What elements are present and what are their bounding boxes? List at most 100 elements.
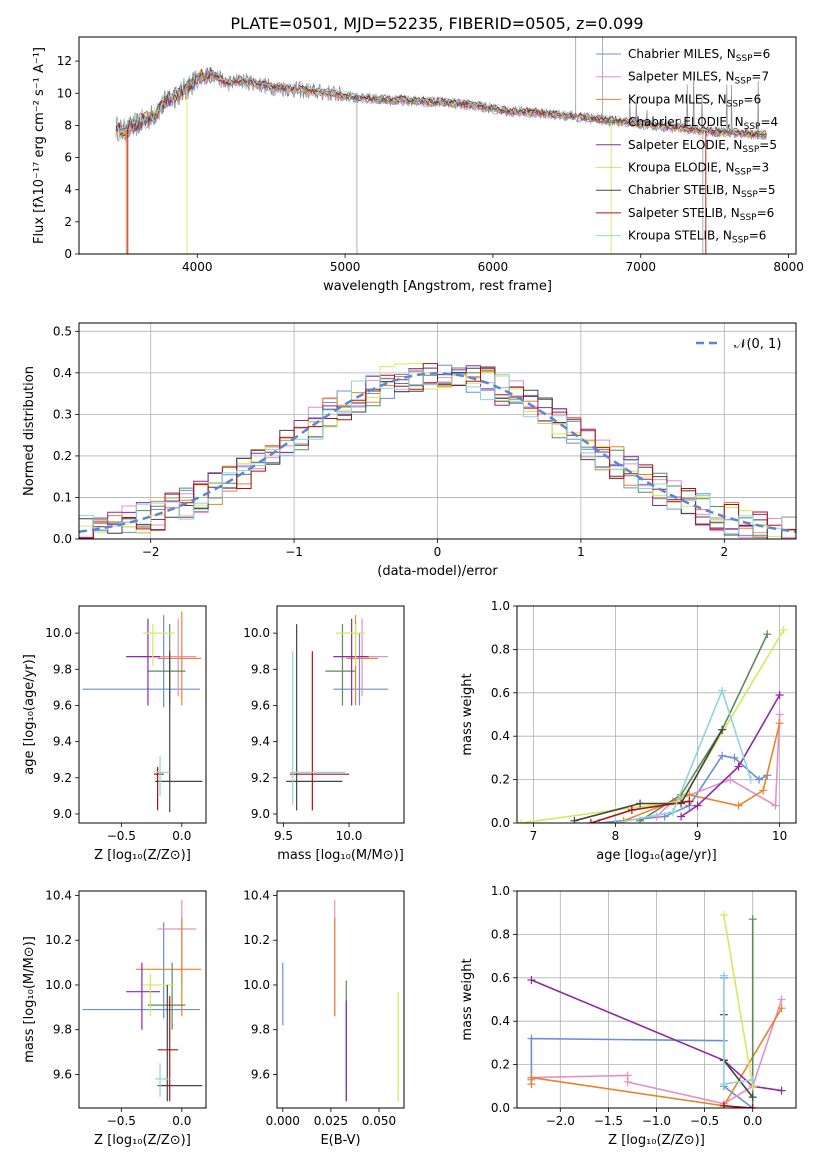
model-spectrum-line [115, 69, 767, 139]
x-tick-label: 7 [530, 829, 538, 843]
axes-frame [78, 890, 207, 1109]
y-tick-label: 9.6 [251, 1067, 270, 1081]
weight-marker [586, 819, 595, 823]
weight-marker [775, 710, 784, 719]
x-tick-label: −0.5 [690, 1114, 719, 1128]
x-axis-label: wavelength [Angstrom, rest frame] [323, 279, 552, 294]
x-tick-label: 5000 [330, 260, 361, 274]
x-tick-label: 8000 [773, 260, 804, 274]
weight-marker [755, 775, 764, 784]
x-axis-label: Z [log₁₀(Z/Z⊙)] [608, 1133, 705, 1148]
y-axis-label: mass [log₁₀(M/M⊙)] [22, 936, 37, 1063]
y-tick-label: 9.0 [53, 807, 72, 821]
weight-marker [777, 1004, 786, 1013]
weight-marker [636, 799, 645, 808]
legend-entry-count: =6 [753, 47, 771, 61]
axes-mass_vs_ebv: 0.000 0.025 0.050 9.6 9.8 10.0 10.2 10.4 E(B-V) [243, 888, 405, 1148]
x-tick-label: −1.5 [594, 1114, 623, 1128]
weight-marker [763, 630, 772, 639]
y-tick-label: 9.8 [53, 662, 72, 676]
y-tick-label: 0 [64, 247, 72, 261]
x-tick-label: 4000 [182, 260, 213, 274]
weight-marker [517, 819, 526, 823]
y-tick-label: 0.8 [491, 927, 510, 941]
legend-entry-name: Salpeter MILES, N [628, 70, 735, 84]
y-tick-label: 0.8 [491, 642, 510, 656]
weight-marker [693, 801, 702, 810]
axes-frame [516, 605, 797, 824]
y-axis-label: age [log₁₀(age/yr)] [22, 654, 37, 775]
axes-age_vs_mass: 9.5 10.0 9.0 9.2 9.4 9.6 9.8 10.0 mass [log₁₀(M/… [243, 605, 405, 863]
y-tick-label: 4 [64, 183, 72, 197]
axes-weight_vs_Z: −2.0 −1.5 −1.0 −0.5 0.0 0.0 0.2 0.4 0.6 0.8 1.0 Z [… [460, 884, 797, 1148]
weight-marker [777, 995, 786, 1004]
errorbars [82, 899, 203, 1102]
axes-frame [276, 605, 405, 824]
weight-marker [685, 797, 694, 806]
y-tick-label: 9.6 [251, 698, 270, 712]
weight-marker [726, 775, 735, 784]
histogram-series [79, 369, 796, 535]
weight-marker [527, 975, 536, 984]
legend-entry-count: =5 [758, 183, 776, 197]
legend-entry-count: =5 [759, 138, 777, 152]
errorbars [282, 899, 399, 1102]
y-tick-label: 0.4 [491, 1014, 510, 1028]
model-spectrum-line [115, 68, 767, 137]
errorbars [286, 615, 389, 811]
legend-entry-sub: SSP [742, 145, 759, 155]
x-tick-label: 0.000 [266, 1114, 300, 1128]
weight-marker [719, 1101, 728, 1108]
weight-line [531, 999, 783, 1105]
spectrum-lines [115, 37, 767, 254]
axes-mass_vs_Z: −0.5 0.0 9.6 9.8 10.0 10.2 10.4 Z [log₁₀(Z/Z⊙)]… [22, 888, 207, 1148]
legend-entry-sub: SSP [732, 236, 749, 246]
legend-entry-name: Kroupa STELIB, N [628, 229, 732, 243]
weight-line [615, 688, 752, 823]
axes-frame [78, 605, 207, 824]
legend-entry: Kroupa MILES, NSSP=6 [628, 92, 761, 109]
legend-entry-name: Chabrier ELODIE, N [628, 115, 744, 129]
legend-entry: 𝒩(0, 1) [734, 337, 781, 352]
weight-marker [718, 751, 727, 760]
y-axis-label: Normed distribution [22, 366, 37, 496]
y-tick-label: 10.0 [243, 626, 270, 640]
weight-line [639, 633, 769, 822]
x-tick-label: 9 [694, 829, 702, 843]
weight-marker [668, 808, 677, 817]
legend-entry: Kroupa STELIB, NSSP=6 [628, 229, 766, 246]
x-tick-label: −0.5 [107, 1114, 136, 1128]
x-tick-label: 0.0 [172, 829, 191, 843]
y-tick-label: 1.0 [491, 599, 510, 613]
y-tick-label: 0.4 [491, 729, 510, 743]
legend-entry-name: Chabrier STELIB, N [628, 183, 741, 197]
axes-frame [78, 36, 797, 255]
y-tick-label: 0.1 [53, 490, 72, 504]
weight-marker [611, 819, 620, 823]
x-tick-label: −2 [142, 545, 160, 559]
y-tick-label: 0.3 [53, 407, 72, 421]
legend-entry-count: =7 [751, 70, 769, 84]
weight-marker [771, 801, 780, 810]
weight-marker [748, 915, 757, 924]
weight-marker [527, 1073, 536, 1082]
y-tick-label: 10.4 [243, 888, 270, 902]
legend-entry-sub: SSP [727, 99, 744, 109]
weight-marker [734, 762, 743, 771]
x-tick-label: 0.050 [362, 1114, 396, 1128]
legend-entry-sub: SSP [741, 190, 758, 200]
weight-marker [570, 816, 579, 823]
x-tick-label: −1.0 [642, 1114, 671, 1128]
weight-marker [748, 1093, 757, 1102]
weight-marker [718, 686, 727, 695]
y-axis-label: mass weight [460, 958, 475, 1040]
y-tick-label: 9.8 [53, 1023, 72, 1037]
y-tick-label: 9.0 [251, 807, 270, 821]
y-tick-label: 9.2 [251, 771, 270, 785]
weight-marker [623, 1077, 632, 1086]
x-axis-label: E(B-V) [320, 1133, 360, 1148]
y-tick-label: 10.0 [243, 978, 270, 992]
legend-entry-sub: SSP [740, 213, 757, 223]
